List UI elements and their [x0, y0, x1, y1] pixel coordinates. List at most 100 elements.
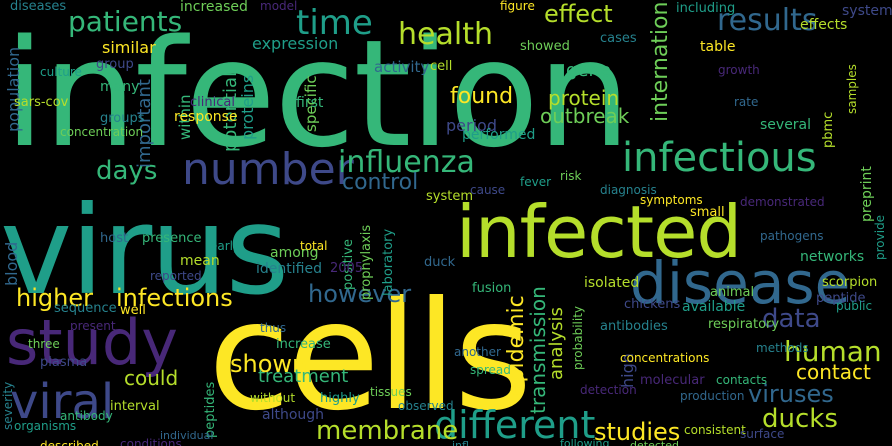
word-detection: detection	[580, 383, 637, 397]
word-effects: effects	[800, 17, 848, 33]
word-diagnosis: diagnosis	[600, 183, 657, 197]
word-among: among	[270, 245, 319, 261]
word-rate: rate	[734, 95, 759, 109]
word-several: several	[760, 117, 812, 133]
word-days: days	[96, 156, 158, 186]
word-three: three	[28, 337, 60, 351]
word-cell: cell	[430, 59, 453, 74]
word-cases: cases	[600, 31, 637, 46]
word-system: system	[426, 189, 473, 204]
word-analysis: international	[648, 0, 673, 122]
word-influenza: influenza	[338, 145, 475, 180]
word-patients: patients	[68, 5, 183, 38]
word-table: table	[700, 39, 736, 55]
word-without: without	[250, 391, 296, 405]
word-identified: identified	[256, 261, 322, 277]
word-studies: studies	[594, 418, 681, 446]
word-antibody: antibody	[60, 409, 113, 423]
word-increased: increased	[180, 0, 248, 15]
word-viruses: viruses	[748, 380, 834, 408]
word-isolated: isolated	[584, 275, 640, 291]
word-small: small	[690, 205, 725, 220]
word-increase: increase	[276, 337, 331, 352]
word-time: time	[296, 3, 373, 43]
word-response: response	[174, 109, 238, 125]
word-another: another	[454, 345, 501, 359]
word-interval: interval	[110, 399, 160, 414]
word-clinical: clinical	[190, 95, 235, 110]
word-risk: risk	[560, 169, 582, 183]
word-presence: presence	[142, 231, 202, 246]
word-cause: cause	[470, 183, 506, 197]
word-individual: individual	[160, 429, 214, 442]
word-concentration: concentration	[60, 125, 144, 139]
word-viral: viral	[10, 374, 115, 430]
word-concentrations: concentrations	[620, 351, 710, 365]
word-animal: animal	[710, 285, 755, 300]
word-number: number	[182, 144, 354, 195]
word-production: production	[680, 389, 745, 403]
word-although: although	[262, 407, 325, 423]
word-could: could	[124, 366, 179, 390]
word-infl: infl	[452, 439, 469, 446]
word-consistent: consistent	[684, 423, 746, 437]
word-severity: severity	[1, 381, 15, 430]
word-culture: culture	[40, 65, 82, 79]
word-cells: cells	[208, 270, 532, 444]
word-laboratory: laboratory	[381, 228, 396, 296]
word-found: found	[450, 84, 514, 109]
word-tissues: tissues	[370, 385, 412, 399]
word-symptoms: symptoms	[640, 193, 703, 207]
word-higher: higher	[16, 284, 93, 312]
word-similar: gene	[566, 60, 611, 81]
word-respiratory: respiratory	[708, 317, 780, 332]
word-thus: thus	[260, 321, 287, 335]
word-surface: surface	[740, 427, 785, 441]
word-systems: systems	[842, 3, 892, 19]
word-reported: reported	[150, 269, 202, 283]
word-growth: growth	[718, 63, 760, 77]
word-samples: samples	[845, 64, 859, 114]
word-pbmc: pbmc	[821, 111, 836, 148]
word-control: control	[342, 170, 419, 195]
word-infection: infection	[4, 8, 631, 180]
word-sars-cov: sars-cov	[14, 95, 69, 110]
word-total: total	[300, 239, 328, 253]
word-sequence: sequence	[54, 301, 117, 316]
word-antibodies: antibodies	[600, 319, 668, 334]
word-scorpion: scorpion	[822, 275, 878, 290]
word-peptide: peptide	[816, 291, 866, 306]
word-data: data	[762, 304, 821, 334]
word-demonstrated: demonstrated	[740, 195, 825, 209]
word-provide: provide	[873, 214, 887, 260]
word-public: public	[836, 299, 873, 313]
word-figure: figure	[500, 0, 535, 13]
word-international: expression	[252, 34, 339, 53]
word-observed: observed	[398, 399, 454, 413]
word-model: model	[260, 0, 298, 13]
word-groups: groups	[100, 111, 145, 126]
word-protein: protein	[548, 86, 620, 110]
word-contacts: contacts	[716, 373, 768, 387]
word-human: human	[784, 335, 882, 368]
word-disease: disease	[630, 249, 851, 317]
word-performed: performed	[462, 127, 536, 143]
word-outbreak: outbreak	[540, 104, 630, 128]
word-well: well	[120, 303, 146, 318]
word-preprint: preprint	[859, 166, 875, 222]
word-membrane: membrane	[316, 416, 459, 446]
word-activity: activity	[374, 58, 430, 76]
word-present: present	[70, 319, 116, 333]
word-ducks: ducks	[762, 404, 838, 434]
word-organisms: organisms	[14, 419, 77, 433]
word-following: following	[560, 437, 610, 446]
word-networks: networks	[800, 249, 865, 265]
word-2005: 2005	[330, 261, 364, 276]
word-contact: contact	[796, 360, 871, 384]
word-fusion: fusion	[472, 281, 512, 296]
word-showed: showed	[520, 39, 570, 54]
word-infectious: infectious	[622, 135, 817, 181]
word-however: however	[308, 280, 412, 308]
word-expression: similar	[102, 38, 156, 57]
